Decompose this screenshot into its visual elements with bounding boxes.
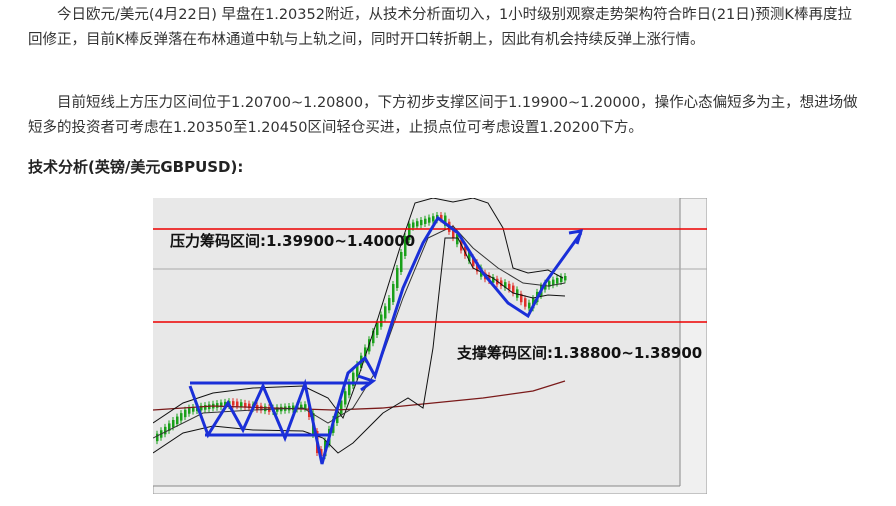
plot-area [153,198,680,486]
candle [456,234,459,245]
support-label: 支撑筹码区间:1.38800~1.38900 [456,344,702,362]
candle [320,449,323,457]
candle [232,401,235,406]
candle [164,426,167,435]
candle [344,391,347,405]
candle [356,363,359,377]
candle [552,279,555,286]
candle [528,302,531,309]
candle [464,246,467,256]
candle [292,405,295,410]
bollinger-middle [153,225,566,439]
moving-average [153,380,566,411]
candle [264,406,267,412]
candle [200,405,203,411]
candle [180,413,183,421]
candle [504,282,507,288]
trend-arrows [188,215,584,465]
candle [300,404,303,410]
candle [244,402,247,408]
candle [548,281,551,287]
candle [512,285,515,294]
candle [508,283,511,290]
candle [376,322,379,335]
candle [440,214,443,220]
candle [216,403,219,408]
candle [560,276,563,282]
candle [304,404,307,409]
candle [248,403,251,409]
candle [416,221,419,227]
candle [404,236,407,256]
candle [380,314,383,327]
resistance-label: 压力筹码区间:1.39900~1.40000 [170,232,415,250]
candle [336,409,339,424]
candle [476,262,479,272]
candle [188,407,191,414]
candle [472,257,475,267]
candle [372,330,375,344]
candle [156,433,159,442]
candle [340,400,343,414]
candle [420,219,423,226]
candle [224,401,227,407]
paragraph: 今日欧元/美元(4月22日) 早盘在1.20352附近，从技术分析面切入，1小时… [28,7,852,48]
candle [220,402,223,408]
candle [240,402,243,407]
candle [412,222,415,228]
candle [452,227,455,239]
candle [544,282,547,290]
candle [396,268,399,288]
candle [392,284,395,303]
candle [492,277,495,283]
chart-image: 压力筹码区间:1.39900~1.40000 支撑筹码区间:1.38800~1.… [153,198,707,494]
paragraph: 目前短线上方压力区间位于1.20700~1.20800，下方初步支撑区间于1.1… [28,95,858,136]
candle [432,216,435,222]
candle [400,252,403,272]
candle [348,381,351,396]
candle [364,347,367,360]
bollinger-lower [153,237,566,454]
candle [204,405,207,410]
heading: 技术分析(英镑/美元GBPUSD): [28,158,244,176]
candle [444,215,447,226]
candle [488,275,491,281]
candle [388,298,391,311]
candle [468,251,471,262]
candle [384,306,387,319]
candle [424,218,427,224]
candle [236,401,239,407]
candle [556,278,559,284]
candle [408,223,411,240]
candle [176,416,179,424]
candle [192,407,195,412]
candle [524,298,527,307]
candle [168,423,171,431]
candle [352,372,355,386]
candle [500,280,503,287]
candle [428,217,431,223]
candle [184,409,187,418]
candle [172,420,175,428]
candle [564,276,567,281]
candle [520,293,523,303]
